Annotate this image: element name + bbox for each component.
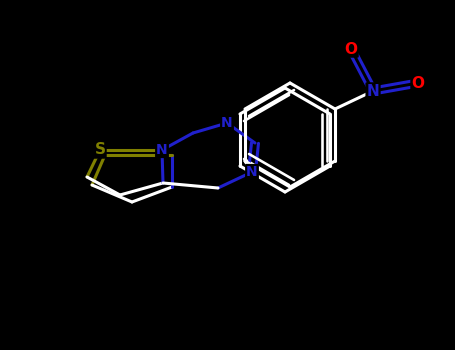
Text: O: O: [344, 42, 358, 56]
Text: N: N: [246, 165, 258, 179]
Text: N: N: [156, 143, 168, 157]
Text: O: O: [411, 76, 425, 91]
Text: S: S: [95, 142, 106, 158]
Text: N: N: [221, 116, 233, 130]
Text: N: N: [367, 84, 379, 98]
